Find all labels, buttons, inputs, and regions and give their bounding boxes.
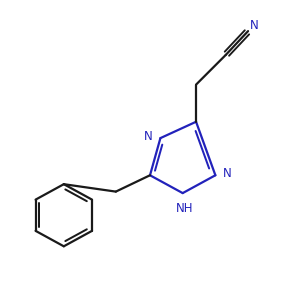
- Text: N: N: [250, 19, 259, 32]
- Text: N: N: [144, 130, 153, 143]
- Text: NH: NH: [176, 202, 193, 215]
- Text: N: N: [223, 167, 232, 180]
